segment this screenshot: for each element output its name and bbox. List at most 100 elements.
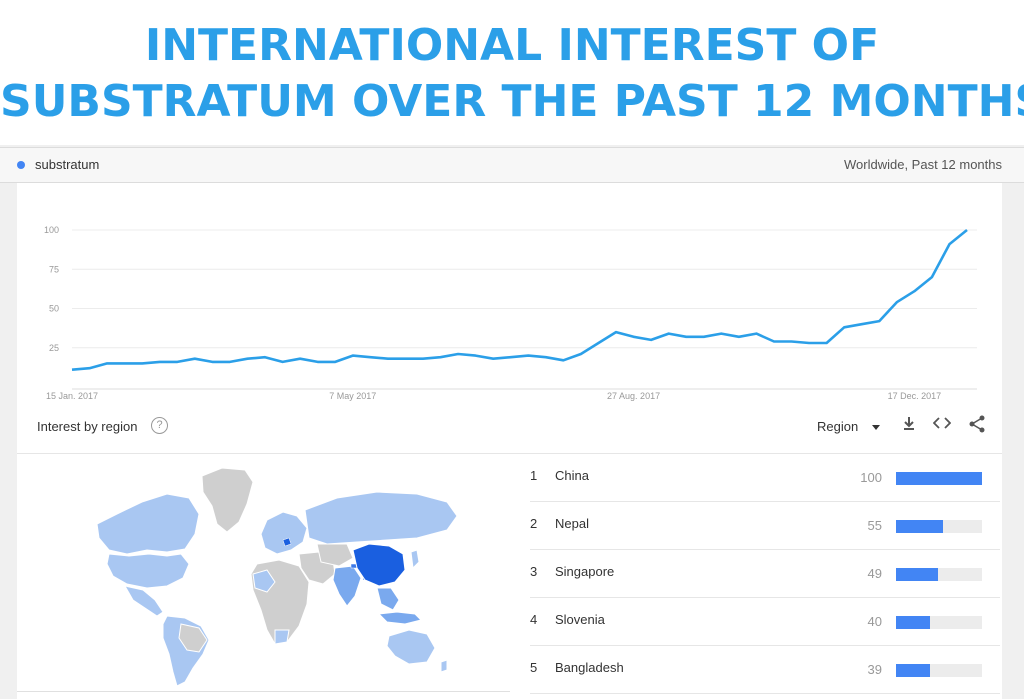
region-row[interactable]: 5 Bangladesh 39 xyxy=(530,646,1000,694)
region-value: 100 xyxy=(860,470,882,485)
region-bar-fill xyxy=(896,664,930,677)
data-point[interactable] xyxy=(439,355,443,359)
banner-title-line-1: INTERNATIONAL INTEREST OF xyxy=(144,20,880,71)
map-bottom-border xyxy=(17,691,510,692)
region-row[interactable]: 2 Nepal 55 xyxy=(530,502,1000,550)
data-point[interactable] xyxy=(263,355,267,359)
region-name[interactable]: Bangladesh xyxy=(555,660,624,675)
x-tick-label: 15 Jan. 2017 xyxy=(46,391,98,401)
data-point[interactable] xyxy=(737,335,741,339)
data-point[interactable] xyxy=(491,357,495,361)
data-point[interactable] xyxy=(912,289,916,293)
x-tick-label: 17 Dec. 2017 xyxy=(888,391,942,401)
region-name[interactable]: Nepal xyxy=(555,516,589,531)
data-point[interactable] xyxy=(456,352,460,356)
region-name[interactable]: China xyxy=(555,468,589,483)
y-tick-label: 25 xyxy=(49,343,59,353)
region-name[interactable]: Singapore xyxy=(555,564,615,579)
banner-title-line-2: SUBSTRATUM OVER THE PAST 12 MONTHS xyxy=(0,76,1024,127)
row-divider xyxy=(530,549,1000,550)
term-color-dot xyxy=(17,161,25,169)
data-point[interactable] xyxy=(70,368,74,372)
region-name[interactable]: Slovenia xyxy=(555,612,605,627)
region-bar-track xyxy=(896,568,982,581)
data-point[interactable] xyxy=(754,332,758,336)
series-line-substratum[interactable] xyxy=(71,228,968,371)
search-term-label[interactable]: substratum xyxy=(35,157,100,172)
map-region-mexico xyxy=(124,585,164,617)
embed-icon[interactable] xyxy=(931,415,953,437)
data-point[interactable] xyxy=(930,275,934,279)
help-icon[interactable]: ? xyxy=(151,417,168,434)
data-point[interactable] xyxy=(614,330,618,334)
data-point[interactable] xyxy=(281,360,285,364)
region-bar-fill xyxy=(896,616,931,629)
region-row[interactable]: 1 China 100 xyxy=(530,454,1000,502)
data-point[interactable] xyxy=(895,300,899,304)
data-point[interactable] xyxy=(228,360,232,364)
data-point[interactable] xyxy=(368,355,372,359)
data-point[interactable] xyxy=(825,341,829,345)
region-bar-track xyxy=(896,616,982,629)
data-point[interactable] xyxy=(333,360,337,364)
data-point[interactable] xyxy=(386,357,390,361)
row-divider xyxy=(530,597,1000,598)
data-point[interactable] xyxy=(474,354,478,358)
data-point[interactable] xyxy=(175,360,179,364)
region-value: 40 xyxy=(867,614,882,629)
data-point[interactable] xyxy=(807,341,811,345)
map-region-china xyxy=(352,543,406,587)
y-tick-label: 50 xyxy=(49,304,59,314)
region-row[interactable]: 3 Singapore 49 xyxy=(530,550,1000,598)
data-point[interactable] xyxy=(193,357,197,361)
x-tick-label: 7 May 2017 xyxy=(329,391,376,401)
region-rank: 3 xyxy=(530,564,538,579)
data-point[interactable] xyxy=(596,341,600,345)
data-point[interactable] xyxy=(351,354,355,358)
data-point[interactable] xyxy=(526,354,530,358)
data-point[interactable] xyxy=(105,361,109,365)
data-point[interactable] xyxy=(860,322,864,326)
data-point[interactable] xyxy=(632,335,636,339)
section-divider xyxy=(17,453,1002,454)
download-icon[interactable] xyxy=(898,415,920,437)
data-point[interactable] xyxy=(544,355,548,359)
region-row[interactable]: 4 Slovenia 40 xyxy=(530,598,1000,646)
data-point[interactable] xyxy=(421,357,425,361)
data-point[interactable] xyxy=(667,332,671,336)
data-point[interactable] xyxy=(790,339,794,343)
data-point[interactable] xyxy=(877,319,881,323)
data-point[interactable] xyxy=(158,360,162,364)
data-point[interactable] xyxy=(947,242,951,246)
data-point[interactable] xyxy=(316,360,320,364)
chevron-down-icon[interactable] xyxy=(872,425,880,430)
data-point[interactable] xyxy=(965,228,969,232)
data-point[interactable] xyxy=(88,366,92,370)
data-point[interactable] xyxy=(772,339,776,343)
data-point[interactable] xyxy=(298,357,302,361)
region-value: 49 xyxy=(867,566,882,581)
data-point[interactable] xyxy=(210,360,214,364)
data-point[interactable] xyxy=(649,338,653,342)
data-point[interactable] xyxy=(245,357,249,361)
map-region-southeast-asia xyxy=(376,587,400,611)
map-region-canada xyxy=(96,493,200,555)
data-point[interactable] xyxy=(561,358,565,362)
data-point[interactable] xyxy=(140,361,144,365)
row-divider xyxy=(530,645,1000,646)
data-point[interactable] xyxy=(579,352,583,356)
region-bar-track xyxy=(896,520,982,533)
data-point[interactable] xyxy=(123,361,127,365)
data-point[interactable] xyxy=(509,355,513,359)
data-point[interactable] xyxy=(719,332,723,336)
map-region-usa xyxy=(106,553,190,589)
data-point[interactable] xyxy=(842,325,846,329)
data-point[interactable] xyxy=(403,357,407,361)
map-region-slovenia xyxy=(282,537,292,547)
data-point[interactable] xyxy=(684,335,688,339)
share-icon[interactable] xyxy=(966,415,988,437)
region-bar-track xyxy=(896,472,982,485)
region-rank: 4 xyxy=(530,612,538,627)
data-point[interactable] xyxy=(702,335,706,339)
region-dropdown[interactable]: Region xyxy=(817,419,859,434)
